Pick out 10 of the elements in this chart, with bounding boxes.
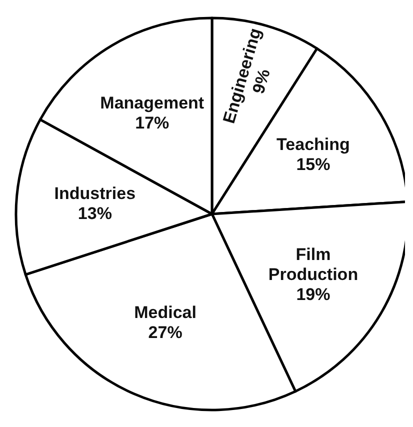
slice-label: Industries bbox=[54, 184, 136, 203]
slice-label: Film Production bbox=[268, 244, 358, 284]
data-label: 27% bbox=[148, 322, 182, 342]
slice-label: Medical bbox=[134, 302, 196, 322]
slice-label: Teaching bbox=[276, 135, 350, 154]
data-label: 19% bbox=[296, 284, 330, 304]
data-label: 17% bbox=[135, 114, 170, 133]
slice-label: Management bbox=[100, 94, 204, 113]
data-label: 13% bbox=[78, 204, 112, 223]
data-label: 15% bbox=[296, 155, 330, 174]
